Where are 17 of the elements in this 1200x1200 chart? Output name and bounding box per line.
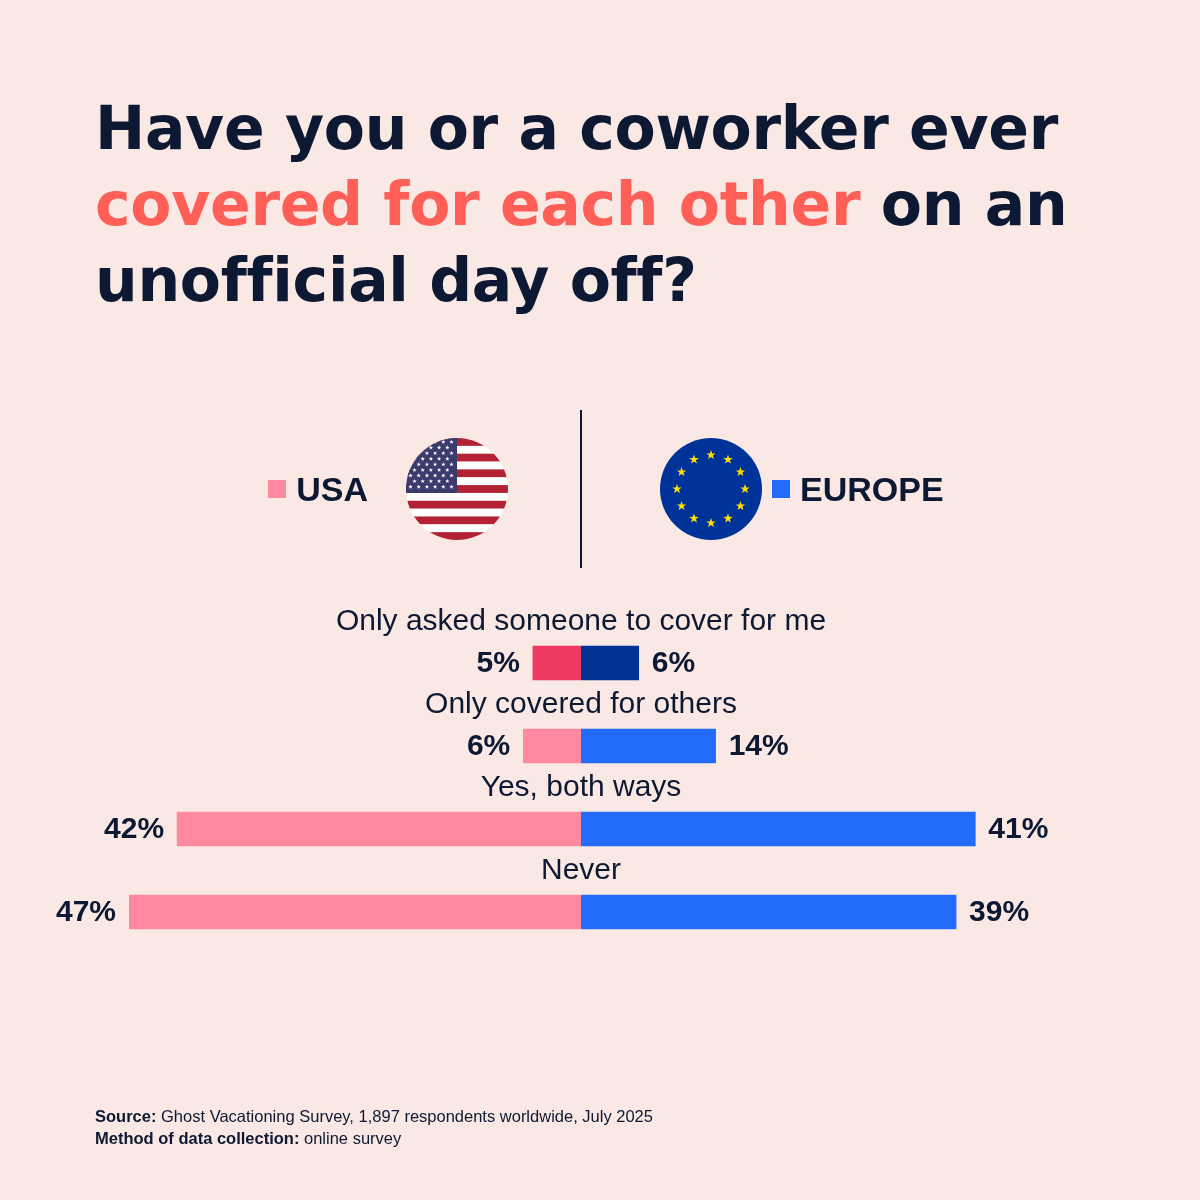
- y-tick-label: Never: [540, 852, 622, 886]
- source-note: Source: Ghost Vacationing Survey, 1,897 respondents worldwide, July 2025: [95, 1106, 653, 1127]
- data-label: 42%: [104, 811, 165, 845]
- data-label: 47%: [55, 894, 116, 928]
- y-tick-label: Only covered for others: [425, 686, 737, 720]
- y-tick-label: Yes, both ways: [480, 769, 682, 803]
- text: Method of data collection: online survey: [95, 1128, 403, 1149]
- legend-label: EUROPE: [800, 469, 944, 510]
- data-label: 6%: [466, 728, 511, 762]
- y-tick-label: Only asked someone to cover for me: [335, 603, 827, 637]
- data-label: 41%: [988, 811, 1049, 845]
- data-label: 5%: [476, 645, 520, 679]
- data-label: 14%: [728, 728, 789, 762]
- chart-title: Have you or a coworker ever covered for each other on an unofficial day off?: [95, 93, 1068, 315]
- legend-label: USA: [296, 469, 368, 510]
- data-label: 39%: [969, 894, 1030, 928]
- data-label: 6%: [651, 645, 696, 679]
